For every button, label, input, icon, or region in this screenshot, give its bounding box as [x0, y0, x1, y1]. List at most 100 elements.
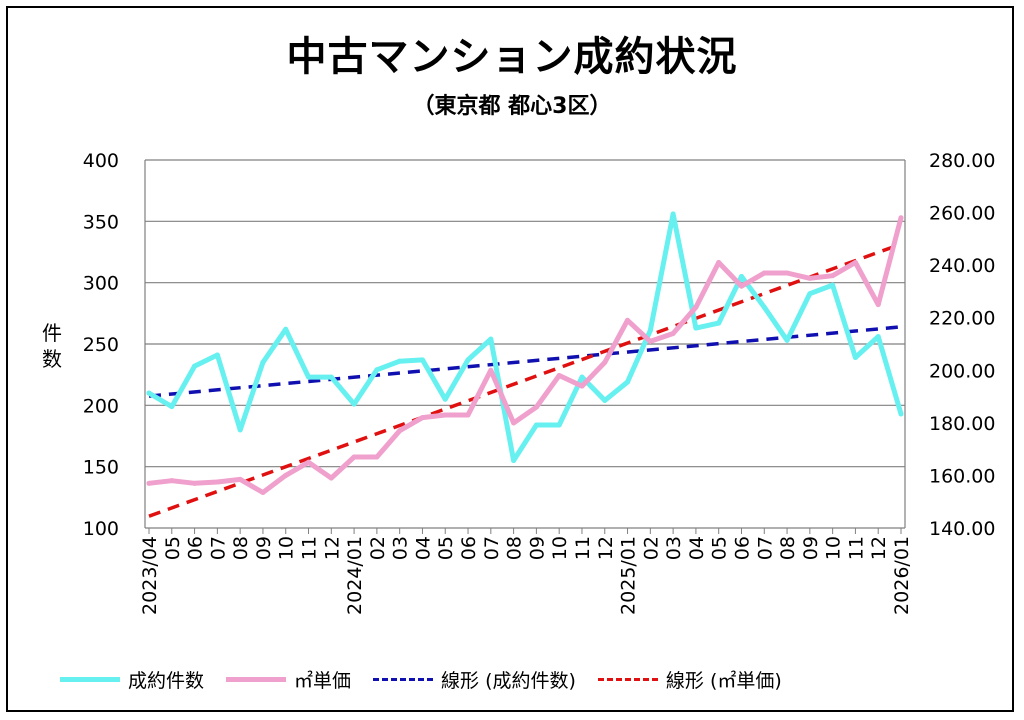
data-point-count [898, 411, 904, 417]
data-point-price [761, 270, 767, 276]
x-tick-label: 2024/01 [344, 536, 366, 615]
x-tick-label: 08 [230, 536, 252, 560]
data-point-count [875, 334, 881, 340]
data-point-price [192, 480, 198, 486]
data-point-count [761, 304, 767, 310]
data-point-price [351, 454, 357, 460]
right-tick-label: 240.00 [929, 255, 995, 277]
data-point-count [693, 325, 699, 331]
data-point-price [898, 215, 904, 221]
data-point-price [397, 428, 403, 434]
legend-item-count-trend: 線形 (成約件数) [373, 666, 576, 693]
data-point-price [875, 302, 881, 308]
x-tick-label: 12 [868, 536, 890, 560]
data-point-price [738, 283, 744, 289]
x-tick-label: 2023/04 [139, 536, 161, 615]
data-point-count [625, 379, 631, 385]
data-point-count [214, 352, 220, 358]
data-point-price [647, 338, 653, 344]
x-tick-label: 05 [709, 536, 731, 560]
left-tick-label: 250 [83, 334, 119, 356]
data-point-count [260, 359, 266, 365]
data-point-price [374, 454, 380, 460]
x-tick-label: 2026/01 [891, 536, 913, 615]
x-tick-label: 11 [845, 536, 867, 560]
series-line-count [146, 211, 904, 463]
data-point-price [625, 317, 631, 323]
x-tick-label: 08 [777, 536, 799, 560]
data-point-price [807, 275, 813, 281]
data-point-count [738, 274, 744, 280]
data-point-count [169, 404, 175, 410]
right-tick-label: 160.00 [929, 465, 995, 487]
x-tick-label: 04 [412, 536, 434, 560]
left-tick-label: 200 [83, 395, 119, 417]
data-point-count [442, 396, 448, 402]
legend-label-count-trend: 線形 (成約件数) [441, 669, 576, 692]
data-point-price [716, 260, 722, 266]
x-tick-label: 09 [800, 536, 822, 560]
data-point-price [579, 383, 585, 389]
right-tick-label: 180.00 [929, 413, 995, 435]
legend-swatch-price [226, 676, 287, 682]
data-point-count [511, 458, 517, 464]
legend: 成約件数 ㎡単価 線形 (成約件数) 線形 (㎡単価) [60, 662, 1000, 696]
x-tick-label: 05 [435, 536, 457, 560]
data-point-count [419, 357, 425, 363]
data-point-count [579, 374, 585, 380]
data-point-count [602, 397, 608, 403]
x-tick-label: 06 [731, 536, 753, 560]
data-point-count [852, 354, 858, 360]
left-tick-label: 300 [83, 273, 119, 295]
series-line-price [146, 215, 904, 495]
x-tick-label: 11 [299, 536, 321, 560]
x-tick-label: 06 [458, 536, 480, 560]
data-point-count [556, 422, 562, 428]
right-tick-label: 220.00 [929, 308, 995, 330]
data-point-price [146, 480, 152, 486]
x-tick-label: 10 [276, 536, 298, 560]
data-point-count [716, 320, 722, 326]
data-point-count [647, 328, 653, 334]
x-tick-label: 05 [162, 536, 184, 560]
right-tick-label: 200.00 [929, 360, 995, 382]
x-tick-label: 06 [185, 536, 207, 560]
data-point-count [146, 390, 152, 396]
data-point-count [533, 422, 539, 428]
data-point-count [306, 374, 312, 380]
x-tick-label: 2025/01 [618, 536, 640, 615]
x-tick-label: 10 [823, 536, 845, 560]
x-tick-label: 08 [504, 536, 526, 560]
data-point-price [214, 479, 220, 485]
legend-swatch-count [60, 676, 120, 682]
left-tick-label: 350 [83, 211, 119, 233]
trendline-price [148, 242, 902, 518]
data-point-price [511, 420, 517, 426]
data-point-price [852, 260, 858, 266]
data-point-count [488, 336, 494, 342]
data-point-count [351, 401, 357, 407]
x-tick-label: 07 [754, 536, 776, 560]
data-point-count [830, 282, 836, 288]
data-point-count [784, 337, 790, 343]
data-point-count [374, 367, 380, 373]
x-tick-label: 11 [572, 536, 594, 560]
data-point-price [328, 475, 334, 481]
data-point-price [260, 490, 266, 496]
data-point-price [169, 478, 175, 484]
chart-subtitle: （東京都 都心3区） [412, 94, 612, 119]
left-tick-label: 150 [83, 457, 119, 479]
data-point-price [283, 472, 289, 478]
legend-swatch-count-trend [373, 677, 434, 681]
x-tick-label: 03 [663, 536, 685, 560]
x-tick-label: 12 [595, 536, 617, 560]
left-tick-label: 100 [83, 518, 119, 540]
data-point-price [784, 270, 790, 276]
data-point-price [693, 304, 699, 310]
chart-frame [6, 6, 1014, 712]
legend-label-price: ㎡単価 [294, 669, 352, 692]
data-point-count [192, 363, 198, 369]
legend-label-price-trend: 線形 (㎡単価) [665, 669, 782, 692]
data-point-price [465, 412, 471, 418]
data-point-price [670, 330, 676, 336]
